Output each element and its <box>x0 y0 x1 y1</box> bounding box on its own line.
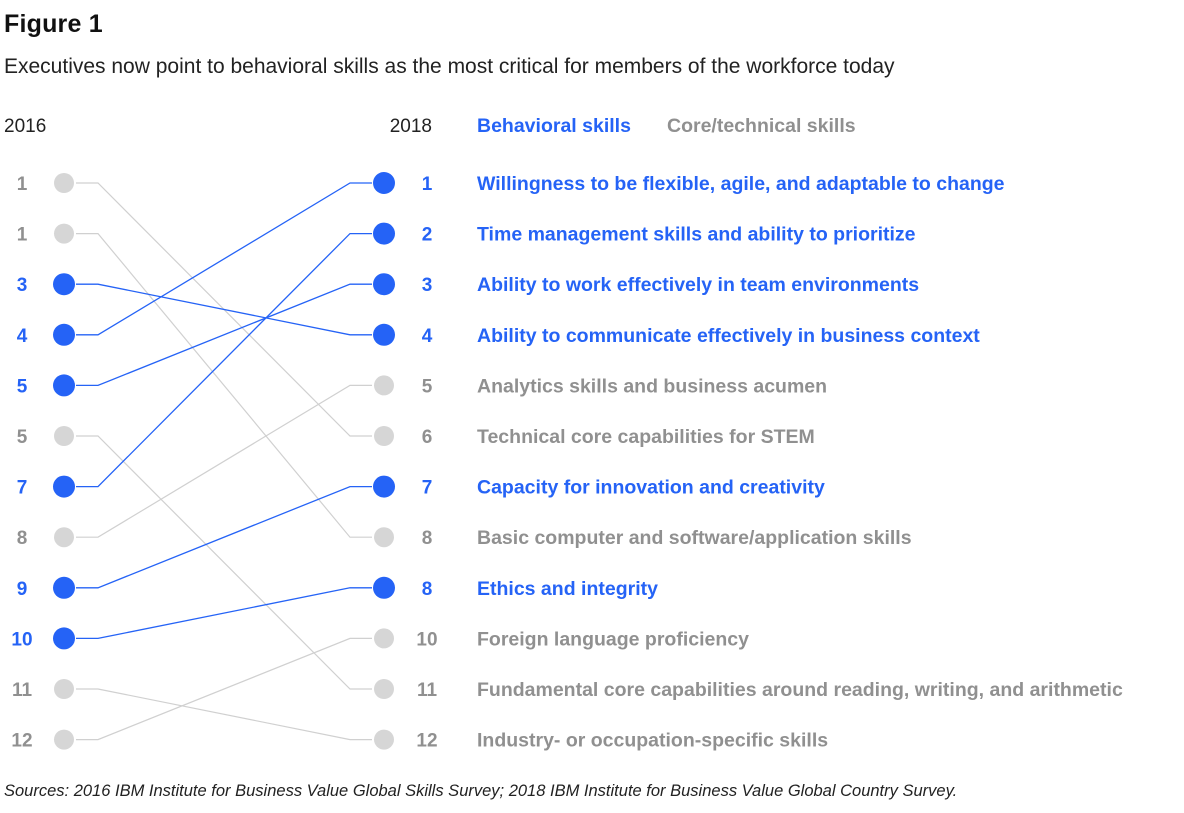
connector-line <box>76 233 372 538</box>
skill-label: Technical core capabilities for STEM <box>477 426 815 448</box>
left-rank-label: 5 <box>17 427 28 448</box>
connector-line <box>76 384 372 538</box>
left-rank-label: 1 <box>17 174 28 195</box>
skill-label: Willingness to be flexible, agile, and a… <box>477 173 1005 195</box>
right-rank-dot <box>374 628 394 649</box>
right-rank-label: 10 <box>416 629 437 650</box>
right-rank-dot <box>374 679 394 699</box>
left-rank-dot <box>53 576 75 599</box>
skill-label: Foreign language proficiency <box>477 628 749 650</box>
left-rank-label: 1 <box>17 225 28 246</box>
right-rank-label: 6 <box>422 427 433 448</box>
left-rank-dot <box>54 173 74 193</box>
connector-line <box>76 587 372 640</box>
chart-header: 2016 2018 Behavioral skills Core/technic… <box>4 115 856 137</box>
left-rank-label: 10 <box>11 629 32 650</box>
left-rank-label: 4 <box>17 326 28 347</box>
connector-line <box>76 232 372 488</box>
connector-line <box>76 688 372 741</box>
right-rank-label: 3 <box>422 275 433 296</box>
right-rank-label: 12 <box>416 731 437 752</box>
legend-core-technical-skills: Core/technical skills <box>667 115 856 137</box>
figure-subtitle: Executives now point to behavioral skill… <box>4 55 895 78</box>
left-rank-dot <box>53 323 75 346</box>
left-rank-dot <box>53 273 75 296</box>
figure-label: Figure 1 <box>4 10 103 38</box>
legend-behavioral-skills: Behavioral skills <box>477 115 631 137</box>
right-rank-label: 8 <box>422 579 433 600</box>
right-rank-dot <box>373 323 395 346</box>
skill-label: Ability to work effectively in team envi… <box>477 274 919 296</box>
skill-label: Capacity for innovation and creativity <box>477 477 825 499</box>
left-rank-dot <box>54 729 74 750</box>
right-rank-dot <box>374 375 394 396</box>
right-year-header: 2018 <box>390 116 432 137</box>
right-rank-label: 5 <box>422 376 433 397</box>
left-rank-label: 3 <box>17 275 28 296</box>
left-rank-dot <box>54 426 74 446</box>
left-rank-label: 12 <box>11 731 32 752</box>
skill-label: Fundamental core capabilities around rea… <box>477 679 1123 701</box>
right-rank-dot <box>374 729 394 750</box>
rank-dots <box>53 172 395 750</box>
right-rank-label: 4 <box>422 326 433 347</box>
right-rank-dot <box>373 475 395 498</box>
right-rank-dot <box>374 426 394 446</box>
connector-line <box>76 435 372 690</box>
left-rank-label: 11 <box>12 680 33 701</box>
connector-line <box>76 485 372 589</box>
right-rank-label: 7 <box>422 478 433 499</box>
left-rank-label: 5 <box>17 376 28 397</box>
skill-label: Time management skills and ability to pr… <box>477 224 916 246</box>
left-rank-label: 7 <box>17 478 28 499</box>
right-rank-dot <box>374 527 394 548</box>
connector-lines <box>76 182 372 741</box>
skill-label: Analytics skills and business acumen <box>477 375 827 397</box>
sources-note: Sources: 2016 IBM Institute for Business… <box>4 782 958 800</box>
skill-label: Basic computer and software/application … <box>477 527 912 549</box>
left-rank-dot <box>54 527 74 548</box>
right-rank-label: 11 <box>417 680 438 701</box>
left-rank-dot <box>53 475 75 498</box>
connector-line <box>76 283 372 387</box>
left-rank-dot <box>53 627 75 650</box>
right-rank-label: 2 <box>422 225 433 246</box>
connector-line <box>76 182 372 336</box>
connector-line <box>76 283 372 336</box>
left-rank-dot <box>53 374 75 397</box>
skill-label: Industry- or occupation-specific skills <box>477 730 828 752</box>
skill-label: Ethics and integrity <box>477 578 658 600</box>
left-rank-dot <box>54 223 74 244</box>
left-rank-label: 9 <box>17 579 28 600</box>
right-rank-label: 1 <box>422 174 433 195</box>
connector-line <box>76 637 372 741</box>
left-year-header: 2016 <box>4 116 46 137</box>
right-rank-dot <box>373 172 395 194</box>
left-rank-dot <box>54 679 74 699</box>
right-rank-label: 8 <box>422 528 433 549</box>
right-rank-dot <box>373 576 395 599</box>
left-rank-label: 8 <box>17 528 28 549</box>
right-rank-dot <box>373 222 395 245</box>
skill-label: Ability to communicate effectively in bu… <box>477 325 980 347</box>
right-rank-dot <box>373 273 395 296</box>
